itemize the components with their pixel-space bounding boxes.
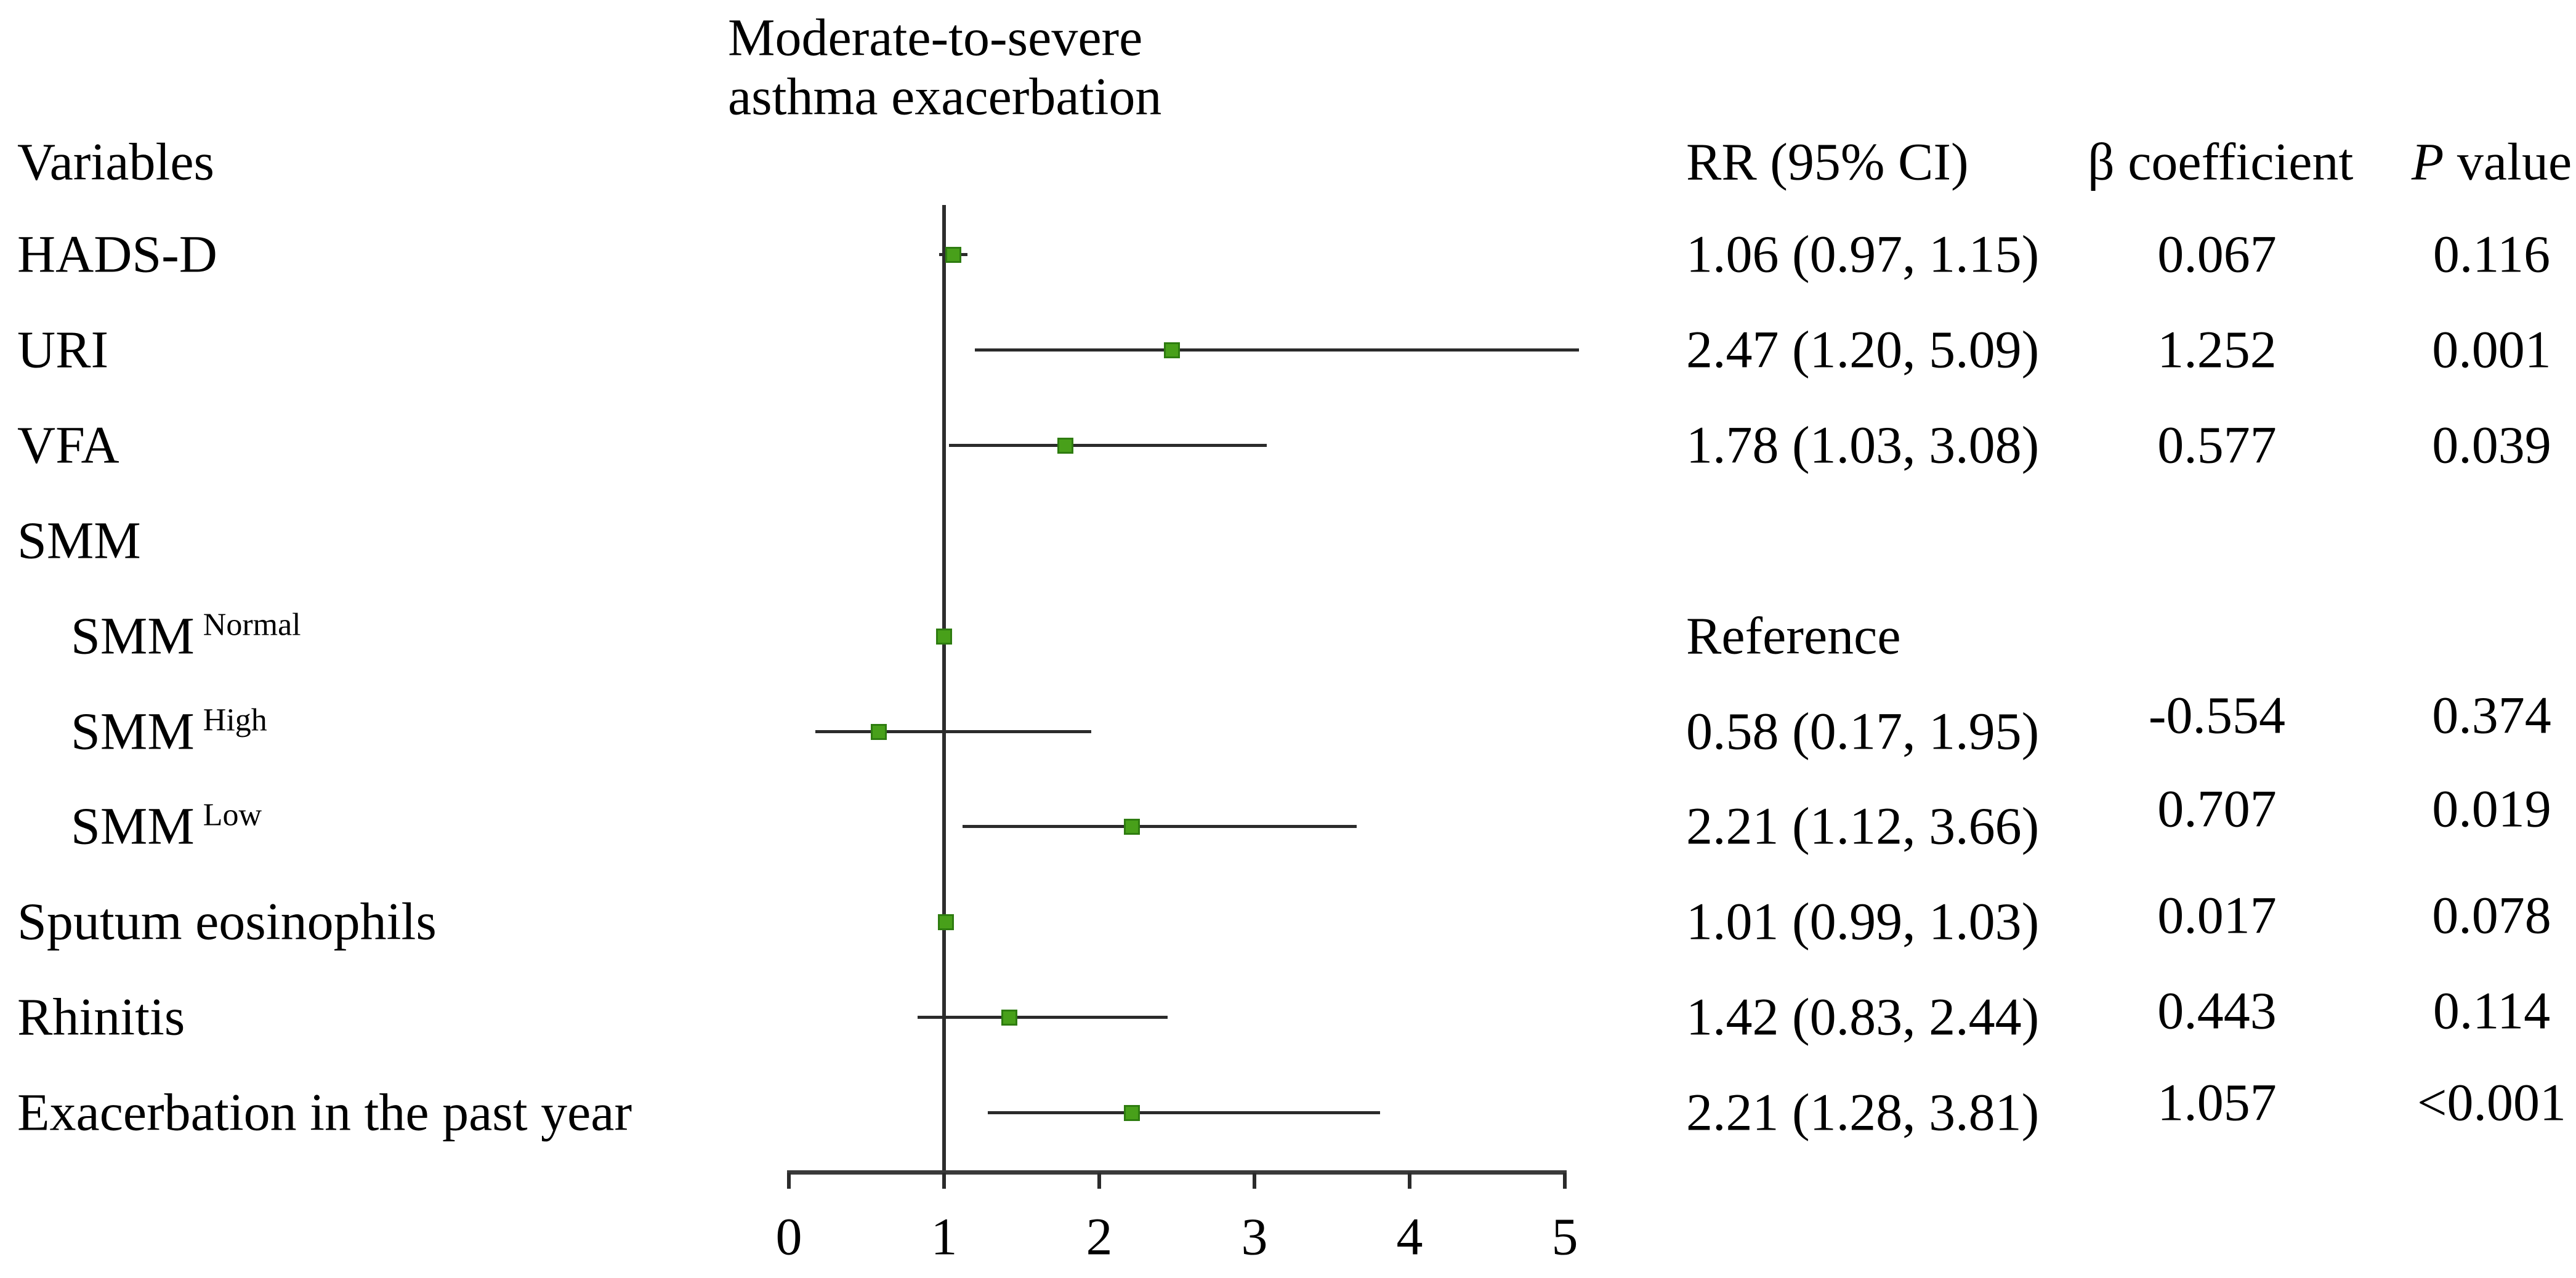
rr-marker [936,629,952,645]
row-label-text: URI [17,320,109,379]
axis-tick-label: 1 [931,1207,958,1266]
beta-value: 0.577 [2157,415,2277,475]
beta-value: 0.443 [2157,981,2277,1040]
axis-tick-label: 0 [775,1207,802,1266]
row-label-text: Sputum eosinophils [17,891,437,951]
rr-ci-value: 1.06 (0.97, 1.15) [1686,224,2040,284]
rr-marker [1123,819,1140,835]
row-label: Exacerbation in the past year [17,1085,632,1138]
row-label: HADS-D [17,227,217,280]
beta-value: 0.707 [2157,779,2277,838]
axis-tick [1408,1173,1411,1189]
p-value: 0.374 [2432,685,2551,745]
row-label-text: SMM [71,701,195,761]
beta-column-header: β coefficient [2088,132,2354,191]
row-label-superscript: High [203,702,267,738]
row-label-superscript: Low [203,797,262,833]
beta-value: -0.554 [2148,685,2286,745]
row-label: SMM Low [71,796,262,856]
beta-value: 1.057 [2157,1072,2277,1132]
beta-value: 0.017 [2157,885,2277,945]
axis-tick-label: 5 [1551,1207,1578,1266]
axis-tick-label: 4 [1396,1207,1423,1266]
row-label: Rhinitis [17,990,185,1043]
row-label-text: HADS-D [17,224,217,284]
row-label: Sputum eosinophils [17,894,437,947]
ci-line [963,825,1357,828]
rr-marker [1164,342,1181,358]
ci-line [948,444,1267,447]
p-header-rest: value [2444,132,2572,191]
rr-marker [937,914,954,930]
p-column-header: P value [2362,135,2576,188]
axis-tick [1563,1173,1567,1189]
rr-marker [945,247,962,263]
ci-line [987,1111,1381,1114]
rr-ci-value: 1.42 (0.83, 2.44) [1686,987,2040,1047]
axis-tick [1253,1173,1256,1189]
axis-tick [787,1173,791,1189]
figure-title-line1: Moderate-to-severe [728,7,1143,67]
p-value: 0.114 [2433,981,2551,1040]
axis-tick [1097,1173,1101,1189]
axis-line [787,1170,1567,1175]
p-value: 0.078 [2432,885,2551,945]
beta-value: 1.252 [2157,320,2277,379]
row-label: SMM Normal [71,609,301,662]
p-value: 0.116 [2433,224,2551,284]
figure-title-line2: asthma exacerbation [728,66,1162,126]
variables-column-header: Variables [17,132,214,191]
row-label-text: Exacerbation in the past year [17,1082,632,1142]
rr-marker [871,724,887,740]
p-value: 0.019 [2432,779,2551,838]
rr-ci-value: 1.01 (0.99, 1.03) [1686,891,2040,951]
rr-column-header: RR (95% CI) [1686,132,1969,191]
rr-marker [1001,1010,1017,1026]
row-label: VFA [17,418,119,471]
beta-value: 0.067 [2157,224,2277,284]
ci-line [815,730,1092,733]
axis-tick-label: 3 [1241,1207,1268,1266]
p-value: 0.001 [2432,320,2551,379]
rr-ci-value: 1.78 (1.03, 3.08) [1686,415,2040,475]
row-label-superscript: Normal [203,607,301,643]
ci-line [918,1016,1168,1019]
row-label-text: SMM [71,606,195,665]
row-label-text: SMM [17,510,141,570]
rr-ci-value: 2.47 (1.20, 5.09) [1686,320,2040,379]
axis-tick [942,1173,946,1189]
row-label-text: Rhinitis [17,987,185,1047]
row-label: URI [17,323,108,376]
rr-marker [1057,438,1073,454]
axis-tick-label: 2 [1086,1207,1113,1266]
rr-ci-value: 2.21 (1.12, 3.66) [1686,796,2040,856]
rr-ci-value: 0.58 (0.17, 1.95) [1686,701,2040,761]
p-value: <0.001 [2417,1072,2566,1132]
p-value: 0.039 [2432,415,2551,475]
row-label: SMM High [71,701,267,761]
p-header-italic-letter: P [2411,132,2444,191]
row-label-text: SMM [71,796,195,856]
reference-line [942,205,946,1173]
row-label-text: VFA [17,415,119,475]
row-label: SMM [17,513,141,566]
rr-marker [1123,1105,1140,1121]
rr-ci-value: Reference [1686,606,1901,665]
ci-line [975,348,1579,352]
rr-ci-value: 2.21 (1.28, 3.81) [1686,1082,2040,1142]
